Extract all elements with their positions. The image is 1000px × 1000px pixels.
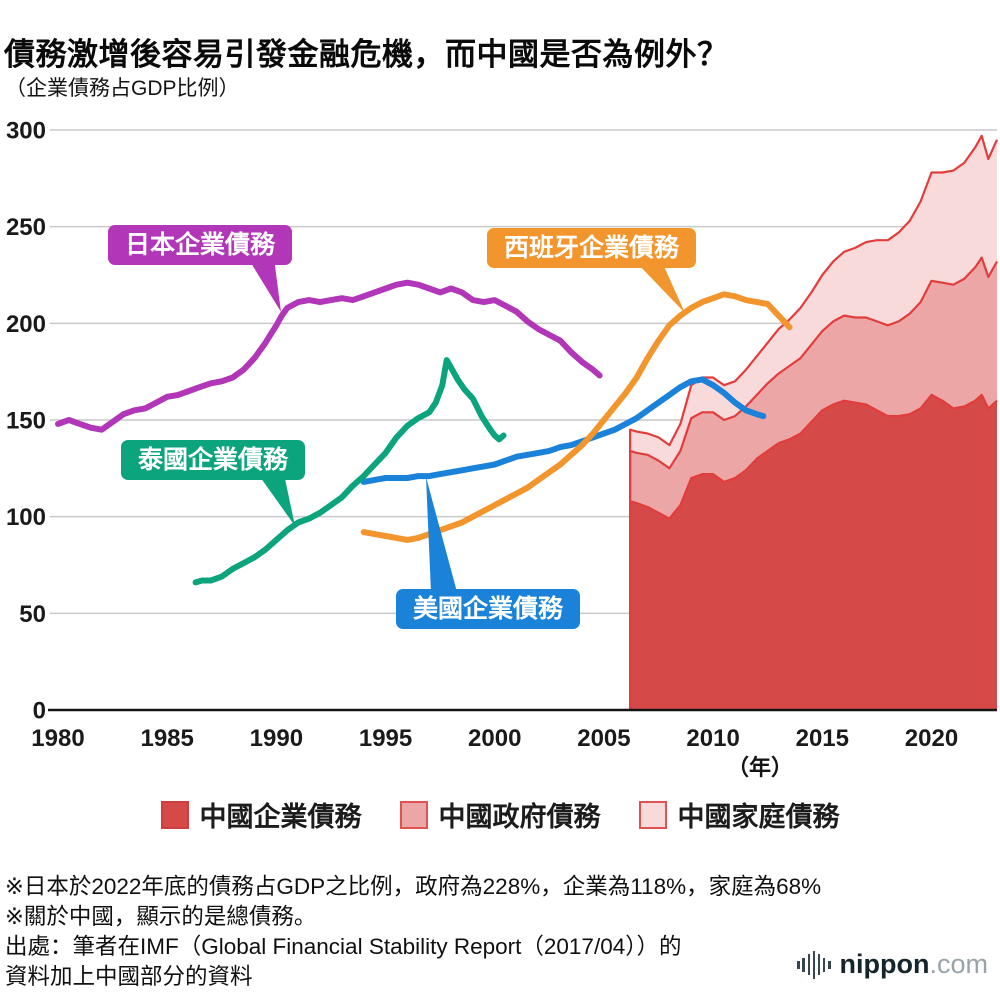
svg-text:50: 50 [19, 601, 46, 628]
callout-thailand-corporate-debt: 泰國企業債務 [121, 440, 306, 480]
chart-canvas: 0 50 100 150 200 250 300 1980 1985 1990 1995 2000 20… [6, 118, 999, 752]
footnote-japan-2022: ※日本於2022年底的債務占GDP之比例，政府為228%，企業為118%，家庭為… [5, 874, 822, 899]
svg-text:2020: 2020 [905, 725, 958, 752]
callout-japan-corporate-debt: 日本企業債務 [108, 225, 293, 265]
svg-text:2010: 2010 [686, 725, 739, 752]
svg-text:1990: 1990 [250, 725, 303, 752]
logo-text-primary: nippon [839, 949, 930, 979]
logo-text-secondary: .com [929, 949, 988, 979]
svg-text:2015: 2015 [796, 725, 849, 752]
legend-item-china-corporate: 中國企業債務 [160, 795, 362, 834]
logo-text: nippon.com [840, 949, 988, 980]
x-axis-unit-label: （年） [726, 755, 793, 780]
svg-text:100: 100 [6, 504, 46, 531]
legend-item-china-government: 中國政府債務 [399, 795, 601, 834]
footnote-source: 出處：筆者在IMF（Global Financial Stability Rep… [5, 934, 682, 989]
svg-text:1980: 1980 [31, 725, 84, 752]
legend-label: 中國企業債務 [199, 802, 362, 832]
callout-us-corporate-debt: 美國企業債務 [396, 589, 581, 629]
svg-text:2005: 2005 [577, 725, 630, 752]
svg-text:150: 150 [6, 408, 46, 435]
legend-label: 中國家庭債務 [677, 802, 840, 832]
svg-text:300: 300 [6, 118, 46, 145]
legend-swatch-china-corporate [160, 800, 189, 829]
legend-swatch-china-household [638, 800, 667, 829]
svg-text:1995: 1995 [359, 725, 412, 752]
svg-text:2000: 2000 [468, 725, 521, 752]
svg-text:200: 200 [6, 311, 46, 338]
chart-area: 0 50 100 150 200 250 300 1980 1985 1990 1995 2000 20… [0, 105, 1000, 785]
callout-spain-corporate-debt: 西班牙企業債務 [487, 228, 697, 268]
legend-label: 中國政府債務 [438, 802, 601, 832]
legend-item-china-household: 中國家庭債務 [638, 795, 840, 834]
y-axis-unit-label: （企業債務占GDP比例） [5, 77, 240, 100]
legend-swatch-china-government [399, 800, 428, 829]
svg-text:250: 250 [6, 214, 46, 241]
legend: 中國企業債務 中國政府債務 中國家庭債務 [0, 795, 1000, 834]
soundwave-bars-icon [797, 950, 831, 980]
footnote-china-total: ※關於中國，顯示的是總債務。 [5, 904, 317, 929]
svg-text:1985: 1985 [140, 725, 193, 752]
footnotes: ※日本於2022年底的債務占GDP之比例，政府為228%，企業為118%，家庭為… [5, 872, 821, 992]
nippon-com-logo: nippon.com [797, 949, 988, 980]
svg-text:0: 0 [33, 698, 46, 725]
page-title: 債務激增後容易引發金融危機，而中國是否為例外？ [4, 36, 729, 72]
